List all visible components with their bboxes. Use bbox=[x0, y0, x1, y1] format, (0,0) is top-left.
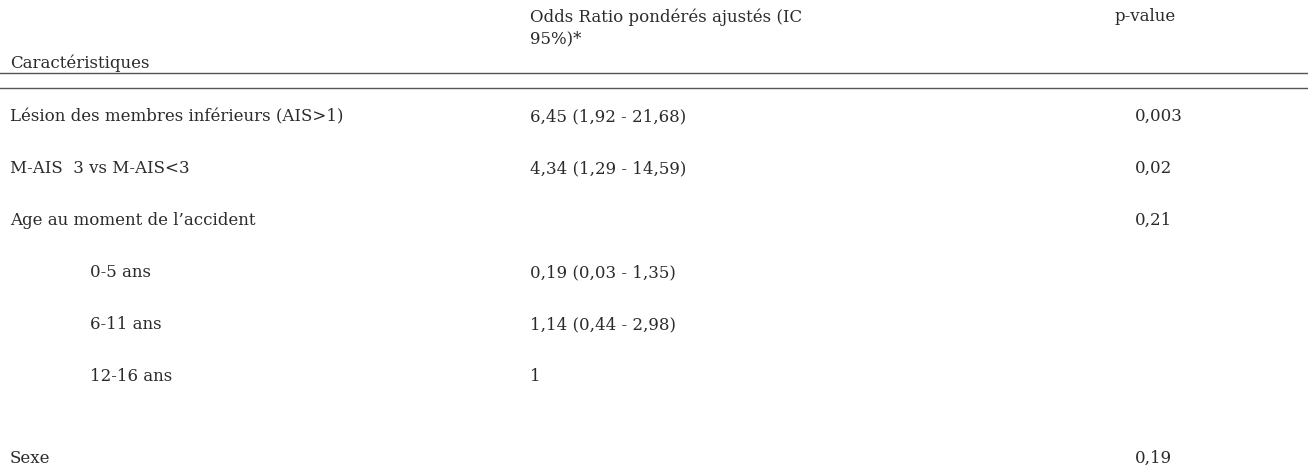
Text: 12-16 ans: 12-16 ans bbox=[90, 368, 173, 385]
Text: 1: 1 bbox=[530, 368, 540, 385]
Text: 0,02: 0,02 bbox=[1135, 160, 1172, 177]
Text: Lésion des membres inférieurs (AIS>1): Lésion des membres inférieurs (AIS>1) bbox=[10, 108, 344, 125]
Text: 0,19 (0,03 - 1,35): 0,19 (0,03 - 1,35) bbox=[530, 264, 676, 281]
Text: Age au moment de l’accident: Age au moment de l’accident bbox=[10, 212, 255, 229]
Text: 95%)*: 95%)* bbox=[530, 30, 581, 47]
Text: 0,19: 0,19 bbox=[1135, 450, 1172, 467]
Text: 6,45 (1,92 - 21,68): 6,45 (1,92 - 21,68) bbox=[530, 108, 687, 125]
Text: 0,003: 0,003 bbox=[1135, 108, 1182, 125]
Text: 1,14 (0,44 - 2,98): 1,14 (0,44 - 2,98) bbox=[530, 316, 676, 333]
Text: 0-5 ans: 0-5 ans bbox=[90, 264, 150, 281]
Text: M-AIS  3 vs M-AIS<3: M-AIS 3 vs M-AIS<3 bbox=[10, 160, 190, 177]
Text: Caractéristiques: Caractéristiques bbox=[10, 55, 149, 73]
Text: Sexe: Sexe bbox=[10, 450, 51, 467]
Text: p-value: p-value bbox=[1114, 8, 1176, 25]
Text: Odds Ratio pondérés ajustés (IC: Odds Ratio pondérés ajustés (IC bbox=[530, 8, 802, 25]
Text: 6-11 ans: 6-11 ans bbox=[90, 316, 162, 333]
Text: 0,21: 0,21 bbox=[1135, 212, 1172, 229]
Text: 4,34 (1,29 - 14,59): 4,34 (1,29 - 14,59) bbox=[530, 160, 687, 177]
